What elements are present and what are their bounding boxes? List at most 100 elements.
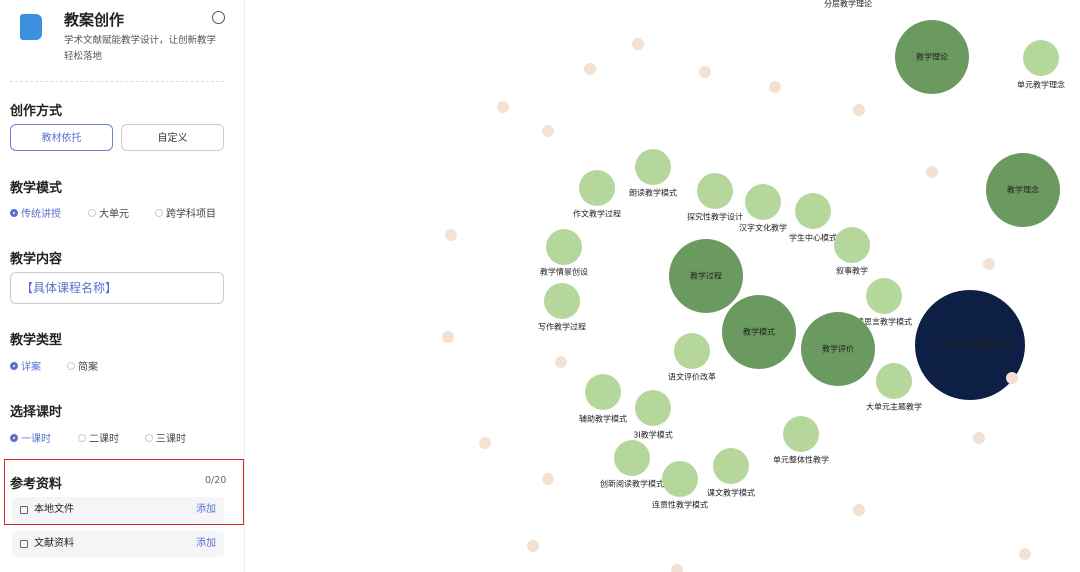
dot: [973, 432, 985, 444]
radio-label: 大单元: [99, 209, 129, 220]
radio-label: 二课时: [89, 434, 119, 445]
node[interactable]: [866, 278, 902, 314]
section-label: 教学模式: [10, 181, 63, 196]
dot: [671, 564, 683, 572]
section-label: 参考资料: [10, 477, 63, 492]
node-label: 3I教学模式: [633, 430, 672, 440]
node[interactable]: [915, 290, 1025, 400]
node-label: 教学情景创设: [540, 267, 588, 277]
dot: [926, 166, 938, 178]
node-label: 分层教学理论: [824, 0, 872, 9]
dot: [853, 104, 865, 116]
radio-option[interactable]: 一课时: [10, 430, 51, 445]
node[interactable]: [745, 184, 781, 220]
node[interactable]: [722, 295, 796, 369]
dot: [1019, 548, 1031, 560]
node-label: 教学理念: [1007, 185, 1039, 195]
dot: [479, 437, 491, 449]
node[interactable]: [697, 173, 733, 209]
radio-option[interactable]: 三课时: [145, 430, 186, 445]
add-link[interactable]: 添加: [196, 538, 216, 549]
node-label: 大单元主题教学: [866, 402, 922, 412]
node[interactable]: [544, 283, 580, 319]
node[interactable]: [662, 461, 698, 497]
node-label: 教学模式: [743, 327, 775, 337]
node[interactable]: [614, 440, 650, 476]
radio-option[interactable]: 传统讲授: [10, 205, 61, 220]
node-label: 教学评价: [822, 344, 854, 354]
node[interactable]: [795, 193, 831, 229]
node[interactable]: [876, 363, 912, 399]
node-label: 作文教学过程: [573, 209, 621, 219]
dot: [983, 258, 995, 270]
node-label: 探究性教学设计: [687, 212, 743, 222]
app-description: 学术文献赋能教学设计，让创新教学轻松落地: [64, 35, 217, 62]
radio-label: 简案: [78, 362, 98, 373]
radio-option[interactable]: 跨学科项目: [155, 205, 216, 220]
node[interactable]: [546, 229, 582, 265]
node-label: 连贯性教学模式: [652, 500, 708, 510]
section-label: 选择课时: [10, 405, 63, 420]
divider: [10, 81, 224, 82]
radio-option[interactable]: 详案: [10, 358, 41, 373]
mode-button[interactable]: 教材依托: [10, 124, 113, 151]
sidebar: 教案创作 学术文献赋能教学设计，让创新教学轻松落地 创作方式 教材依托 自定义 …: [0, 0, 245, 572]
mode-button[interactable]: 自定义: [121, 124, 224, 151]
radio-option[interactable]: 简案: [67, 358, 98, 373]
reference-row: 文献资料 添加: [12, 531, 224, 557]
add-link[interactable]: 添加: [196, 504, 216, 515]
node[interactable]: [1023, 40, 1059, 76]
dot: [542, 473, 554, 485]
radio-label: 传统讲授: [21, 209, 61, 220]
node[interactable]: [635, 390, 671, 426]
radio-label: 详案: [21, 362, 41, 373]
dot: [1006, 372, 1018, 384]
node[interactable]: [635, 149, 671, 185]
node-label: 课文教学模式: [707, 488, 755, 498]
node[interactable]: [801, 312, 875, 386]
radio-option[interactable]: 大单元: [88, 205, 129, 220]
node[interactable]: [783, 416, 819, 452]
node-label: 汉字文化教学: [739, 223, 787, 233]
node[interactable]: [674, 333, 710, 369]
radio-label: 三课时: [156, 434, 186, 445]
app-title: 教案创作: [64, 11, 125, 29]
dot: [699, 66, 711, 78]
radio-label: 一课时: [21, 434, 51, 445]
node-label: 辅助教学模式: [579, 414, 627, 424]
dot: [632, 38, 644, 50]
section-label: 创作方式: [10, 104, 63, 119]
dot: [555, 356, 567, 368]
dot: [442, 331, 454, 343]
course-input[interactable]: 【具体课程名称】: [10, 272, 224, 304]
section-label: 教学类型: [10, 333, 63, 348]
section-label: 教学内容: [10, 252, 63, 267]
node-label: 语文评价改革: [668, 372, 716, 382]
reference-count: 0/20: [205, 475, 227, 486]
reference-name: 本地文件: [34, 504, 74, 515]
history-icon[interactable]: [212, 11, 225, 24]
node-label: 单元教学理念: [1017, 80, 1065, 90]
dot: [769, 81, 781, 93]
node[interactable]: [713, 448, 749, 484]
node-label: 学生中心模式: [789, 233, 837, 243]
node[interactable]: [585, 374, 621, 410]
dot: [445, 229, 457, 241]
node[interactable]: [669, 239, 743, 313]
radio-option[interactable]: 二课时: [78, 430, 119, 445]
node[interactable]: [834, 227, 870, 263]
node-label: 单元整体性教学: [773, 455, 829, 465]
dot: [542, 125, 554, 137]
node-label: 写作教学过程: [538, 322, 586, 332]
dot: [584, 63, 596, 75]
node-label: 1 小蝌蚪找妈妈: [928, 337, 1011, 352]
node[interactable]: [579, 170, 615, 206]
node-label: 读思言教学模式: [856, 317, 912, 327]
node[interactable]: [895, 20, 969, 94]
node-label: 教学过程: [690, 271, 722, 281]
node[interactable]: [986, 153, 1060, 227]
reference-name: 文献资料: [34, 538, 74, 549]
node-label: 叙事教学: [836, 266, 868, 276]
